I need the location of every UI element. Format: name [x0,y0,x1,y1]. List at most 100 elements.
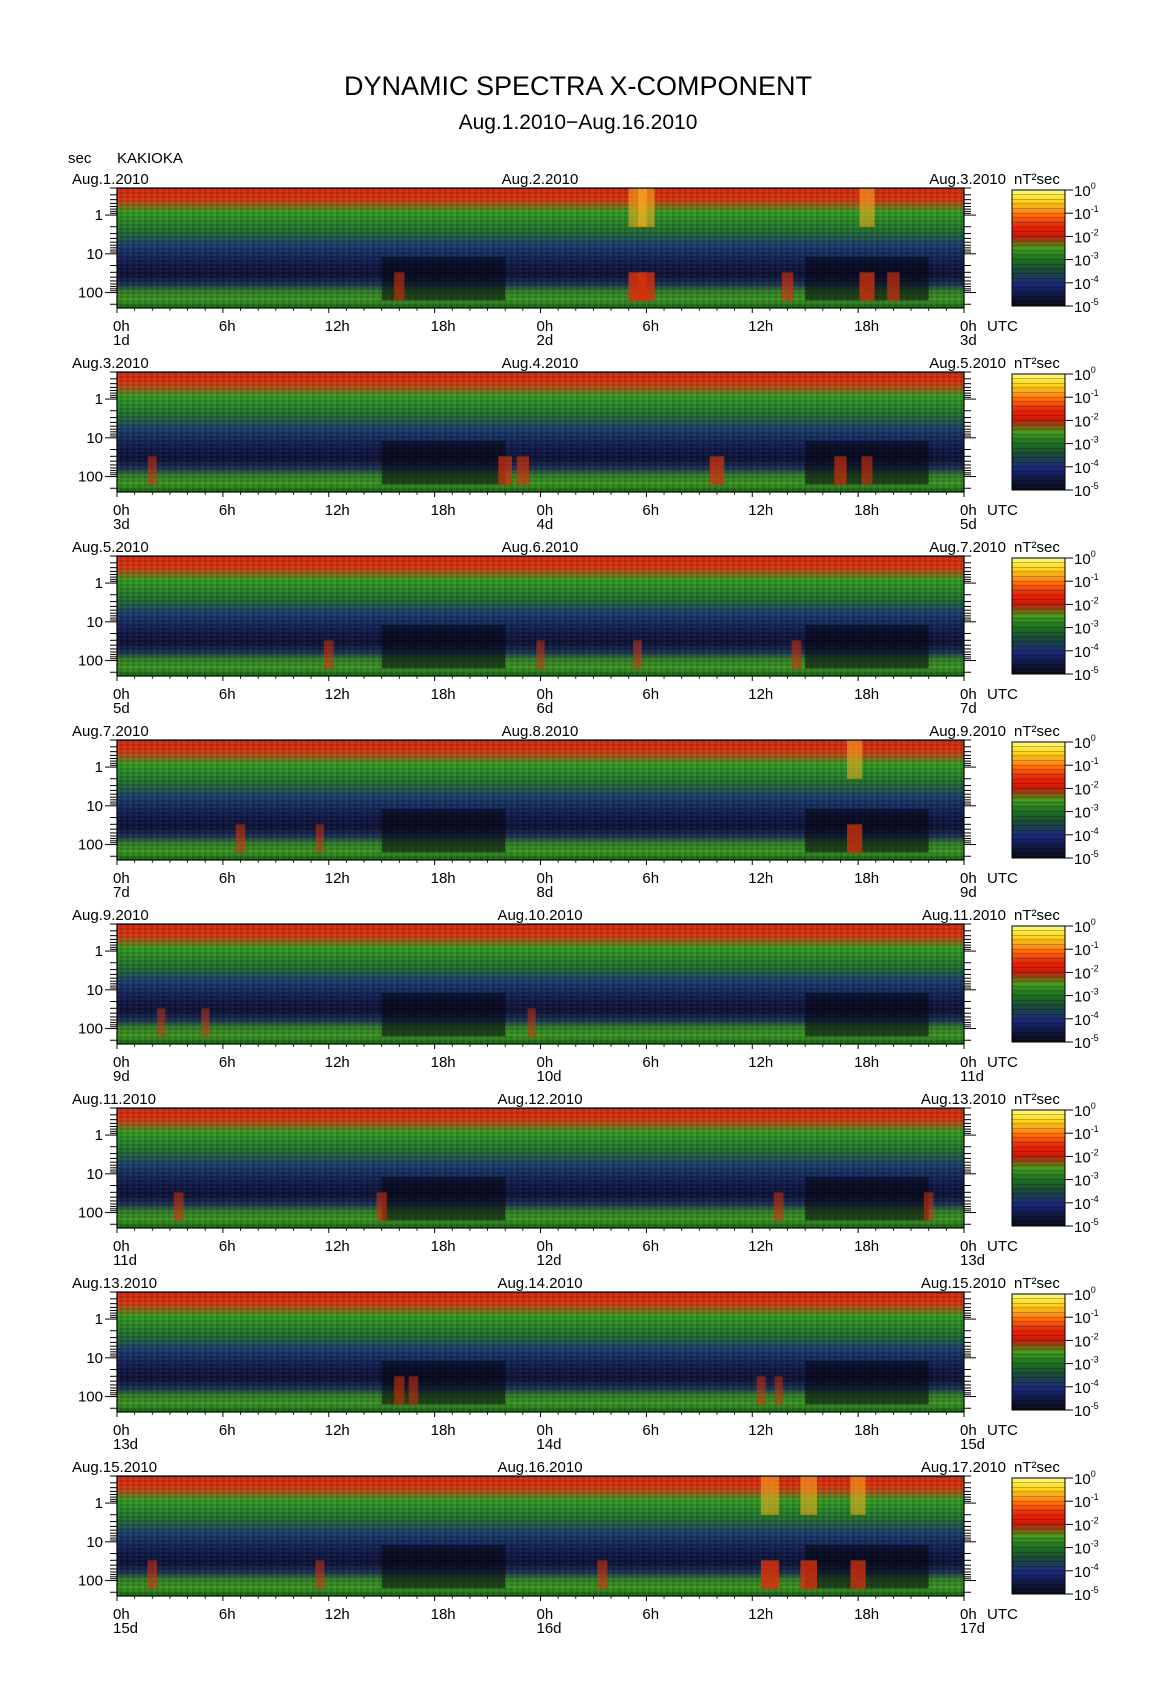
day-label-mid: 2d [537,332,554,349]
colorbar-unit: nT²sec [1014,723,1060,740]
x-tick-label: 0h [113,1054,130,1071]
quiet-region [381,1176,506,1221]
x-tick-label: 18h [431,1606,456,1623]
colorbar-tick-label: 10-5 [1074,1401,1099,1420]
x-tick-label: 12h [325,502,350,519]
colorbar-tick-label: 10-5 [1074,1585,1099,1604]
x-tick-label: 12h [325,1054,350,1071]
event-burst [597,1560,608,1589]
quiet-region [805,808,929,853]
y-tick-label: 10 [86,1166,103,1183]
spectrogram-panel: Aug.7.2010 Aug.8.2010 Aug.9.2010 1 10 100 0h 6h… [72,723,1099,901]
panel-date-right: Aug.11.2010 [922,907,1006,924]
day-label-right: 9d [960,884,977,901]
x-tick-label: 18h [854,1606,879,1623]
colorbar-tick-label: 10-5 [1074,297,1099,316]
x-tick-label: 0h [537,1422,554,1439]
y-tick-label: 10 [86,1350,103,1367]
event-burst [408,1376,419,1405]
x-tick-label: 12h [325,686,350,703]
colorbar-tick-label: 10-3 [1074,1171,1099,1190]
event-burst [850,1560,866,1589]
panel-date-right: Aug.13.2010 [921,1091,1006,1108]
y-tick-label: 1 [95,575,103,592]
colorbar-tick-label: 10-1 [1074,1492,1099,1511]
colorbar-tick-label: 10-3 [1074,803,1099,822]
colorbar-tick-label: 10-3 [1074,1355,1099,1374]
x-tick-label: 0h [537,318,554,335]
day-label-right: 13d [960,1252,985,1269]
event-burst [394,1376,405,1405]
spectrogram-panel: Aug.13.2010 Aug.14.2010 Aug.15.2010 1 10 100 0… [72,1275,1099,1453]
panel-date-left: Aug.5.2010 [72,539,149,556]
colorbar-tick-label: 10-2 [1074,1147,1099,1166]
x-tick-label: 6h [219,1238,236,1255]
spectrogram-panel: Aug.1.2010 Aug.2.2010 Aug.3.2010 1 10 100 0h 6h… [72,171,1099,349]
x-tick-label: 0h [960,318,977,335]
y-tick-label: 10 [86,798,103,815]
panel-date-right: Aug.17.2010 [921,1459,1006,1476]
station-name: KAKIOKA [117,150,183,167]
event-burst-high [760,1476,779,1515]
y-tick-label: 1 [95,1127,103,1144]
x-tick-label: 0h [113,318,130,335]
y-tick-label: 100 [78,653,103,670]
spectrogram-panel: Aug.5.2010 Aug.6.2010 Aug.7.2010 1 10 100 0h 6h… [72,539,1099,717]
x-tick-label: 6h [642,502,659,519]
colorbar-tick-label: 10-4 [1074,458,1099,477]
x-tick-label: 0h [960,870,977,887]
event-burst [498,456,513,485]
panel-date-mid: Aug.8.2010 [502,723,579,740]
x-tick-label: 12h [325,1606,350,1623]
x-tick-label: 18h [854,870,879,887]
colorbar [1011,373,1066,491]
day-label-right: 7d [960,700,977,717]
x-tick-label: 0h [113,686,130,703]
event-burst [781,272,794,301]
y-tick-label: 10 [86,430,103,447]
x-tick-label: 18h [854,1238,879,1255]
y-tick-label: 10 [86,1534,103,1551]
x-tick-label: 6h [219,1054,236,1071]
event-burst [516,456,530,485]
quiet-region [805,992,929,1037]
panel-date-mid: Aug.16.2010 [497,1459,582,1476]
event-burst [527,1008,536,1037]
quiet-region [805,1176,929,1221]
x-tick-label: 6h [219,1606,236,1623]
event-burst [173,1192,184,1221]
day-label-mid: 10d [537,1068,562,1085]
colorbar [1011,1109,1066,1227]
x-tick-label: 12h [748,870,773,887]
colorbar-tick-label: 100 [1074,365,1096,384]
colorbar-tick-label: 10-5 [1074,665,1099,684]
x-tick-label: 18h [431,502,456,519]
x-tick-label: 18h [431,870,456,887]
colorbar-tick-label: 10-5 [1074,481,1099,500]
x-tick-label: 18h [431,1422,456,1439]
colorbar [1011,925,1066,1043]
panel-date-right: Aug.9.2010 [929,723,1006,740]
colorbar-tick-label: 10-1 [1074,756,1099,775]
x-tick-label: 0h [960,686,977,703]
quiet-region [805,1544,929,1589]
colorbar-tick-label: 10-5 [1074,1217,1099,1236]
x-tick-label: 12h [325,1422,350,1439]
x-tick-label: 0h [113,1238,130,1255]
event-burst [709,456,725,485]
colorbar [1011,741,1066,859]
colorbar-unit: nT²sec [1014,1459,1060,1476]
colorbar-tick-label: 10-4 [1074,642,1099,661]
panel-date-right: Aug.7.2010 [929,539,1006,556]
colorbar-tick-label: 10-4 [1074,1562,1099,1581]
panel-date-mid: Aug.10.2010 [497,907,582,924]
event-burst [315,824,325,853]
event-burst-high [638,188,655,227]
colorbar-tick-label: 10-2 [1074,1515,1099,1534]
x-tick-label: 18h [854,318,879,335]
x-tick-label: 6h [219,502,236,519]
event-burst [774,1376,783,1405]
x-tick-label: 18h [854,1054,879,1071]
x-tick-label: 0h [113,870,130,887]
quiet-region [381,1544,506,1589]
